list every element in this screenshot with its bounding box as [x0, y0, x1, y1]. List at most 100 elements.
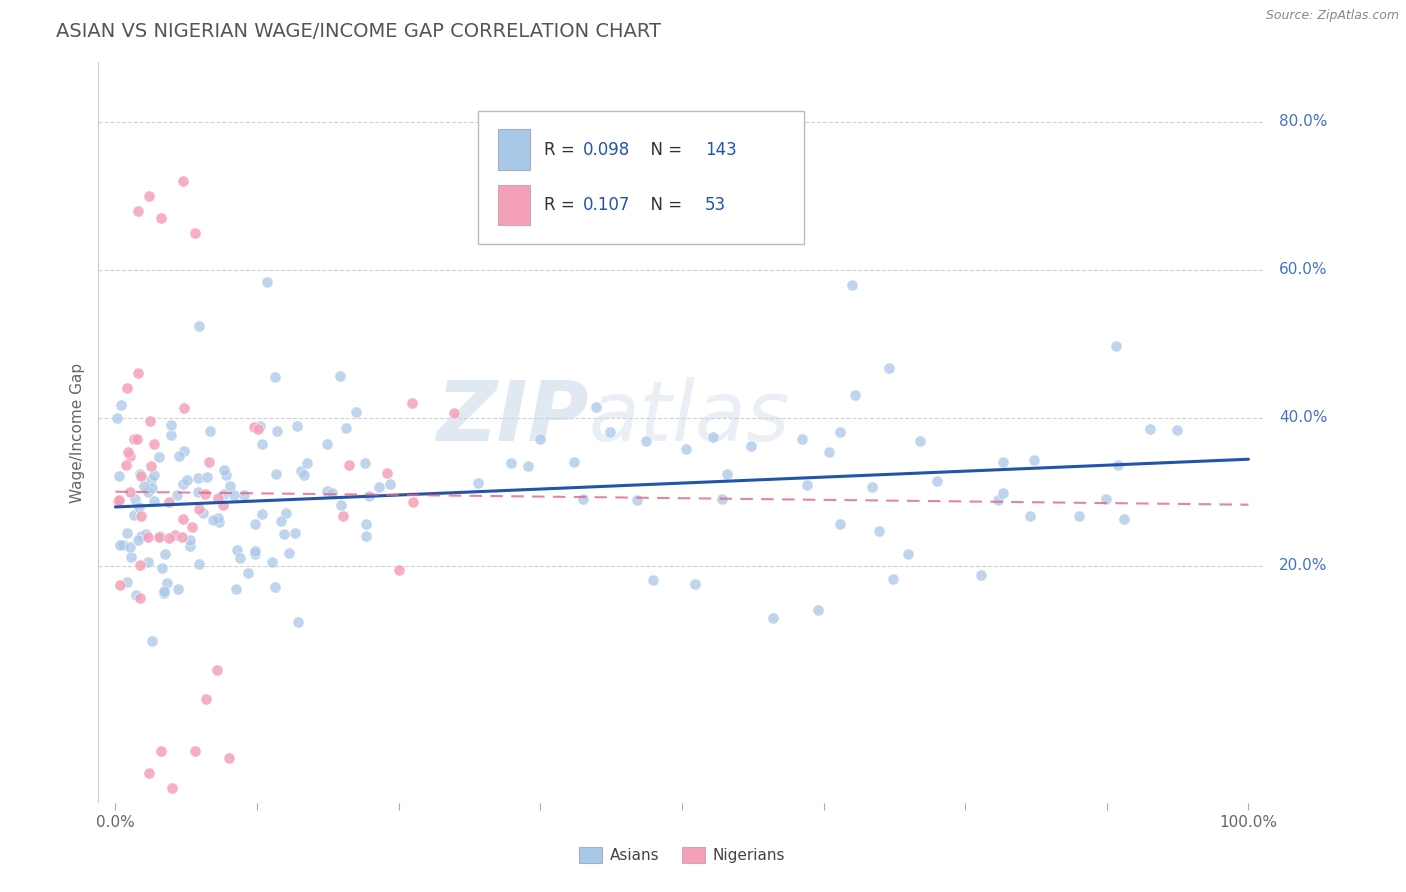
Point	[702, 430, 724, 444]
Text: R =: R =	[544, 196, 581, 214]
Text: ZIP: ZIP	[436, 377, 589, 458]
Point	[991, 455, 1014, 469]
Point	[828, 425, 851, 439]
Point	[517, 458, 540, 473]
Point	[136, 485, 159, 500]
Point	[562, 454, 585, 468]
Point	[108, 577, 131, 591]
Point	[252, 436, 274, 450]
Point	[264, 467, 287, 482]
Point	[346, 404, 368, 418]
Point	[108, 538, 131, 552]
Point	[354, 457, 377, 471]
Point	[125, 588, 148, 602]
Point	[149, 744, 172, 758]
Point	[868, 524, 890, 538]
FancyBboxPatch shape	[498, 129, 530, 169]
Point	[115, 574, 138, 589]
Point	[1067, 509, 1090, 524]
Point	[110, 399, 132, 413]
Point	[273, 527, 295, 541]
Point	[354, 528, 377, 542]
Legend: Asians, Nigerians: Asians, Nigerians	[572, 841, 792, 869]
Point	[173, 444, 195, 458]
Text: R =: R =	[544, 141, 581, 159]
Point	[245, 517, 267, 532]
Point	[150, 560, 173, 574]
Point	[287, 615, 309, 629]
Point	[716, 467, 738, 482]
Point	[208, 515, 231, 529]
Point	[105, 410, 128, 425]
Point	[818, 445, 841, 459]
Point	[250, 507, 273, 521]
Point	[187, 471, 209, 485]
Point	[626, 492, 648, 507]
Point	[1022, 453, 1045, 467]
Point	[166, 488, 188, 502]
Point	[228, 551, 250, 566]
Point	[284, 526, 307, 541]
Point	[181, 519, 204, 533]
Point	[270, 514, 292, 528]
Text: 143: 143	[706, 141, 737, 159]
Point	[172, 174, 194, 188]
Point	[290, 464, 312, 478]
Point	[761, 610, 783, 624]
Point	[585, 401, 607, 415]
Point	[375, 466, 398, 480]
Point	[841, 277, 863, 292]
Point	[135, 526, 157, 541]
Text: 53: 53	[706, 196, 727, 214]
Point	[636, 434, 658, 448]
Point	[183, 226, 205, 240]
Point	[187, 485, 209, 500]
Point	[1139, 422, 1161, 436]
Point	[188, 319, 211, 334]
Point	[380, 477, 402, 491]
Y-axis label: Wage/Income Gap: Wage/Income Gap	[70, 362, 86, 503]
Point	[249, 418, 271, 433]
Point	[127, 367, 149, 381]
Point	[170, 530, 193, 544]
Point	[157, 531, 180, 545]
Point	[368, 480, 391, 494]
Point	[207, 511, 229, 525]
Point	[987, 492, 1010, 507]
Point	[191, 506, 214, 520]
Point	[243, 548, 266, 562]
Point	[1019, 508, 1042, 523]
Point	[643, 573, 665, 587]
Point	[260, 554, 283, 568]
Point	[124, 492, 146, 507]
Point	[183, 744, 205, 758]
Point	[332, 509, 354, 524]
Point	[120, 549, 142, 564]
Point	[195, 692, 218, 706]
Point	[796, 478, 818, 492]
Point	[188, 501, 211, 516]
Point	[443, 406, 465, 420]
Point	[297, 456, 319, 470]
Point	[107, 468, 129, 483]
Point	[285, 418, 308, 433]
Point	[166, 582, 188, 596]
Point	[176, 473, 198, 487]
Point	[108, 493, 131, 508]
Point	[129, 467, 152, 481]
Point	[882, 572, 904, 586]
Point	[142, 493, 165, 508]
Point	[173, 401, 195, 415]
Point	[111, 538, 134, 552]
Point	[160, 780, 183, 795]
Point	[117, 445, 139, 459]
Point	[266, 424, 288, 438]
Text: 20.0%: 20.0%	[1279, 558, 1327, 574]
Point	[710, 491, 733, 506]
Point	[159, 495, 181, 509]
Point	[160, 418, 183, 433]
Point	[169, 450, 191, 464]
Point	[908, 434, 931, 448]
Point	[675, 442, 697, 456]
Point	[129, 591, 152, 605]
